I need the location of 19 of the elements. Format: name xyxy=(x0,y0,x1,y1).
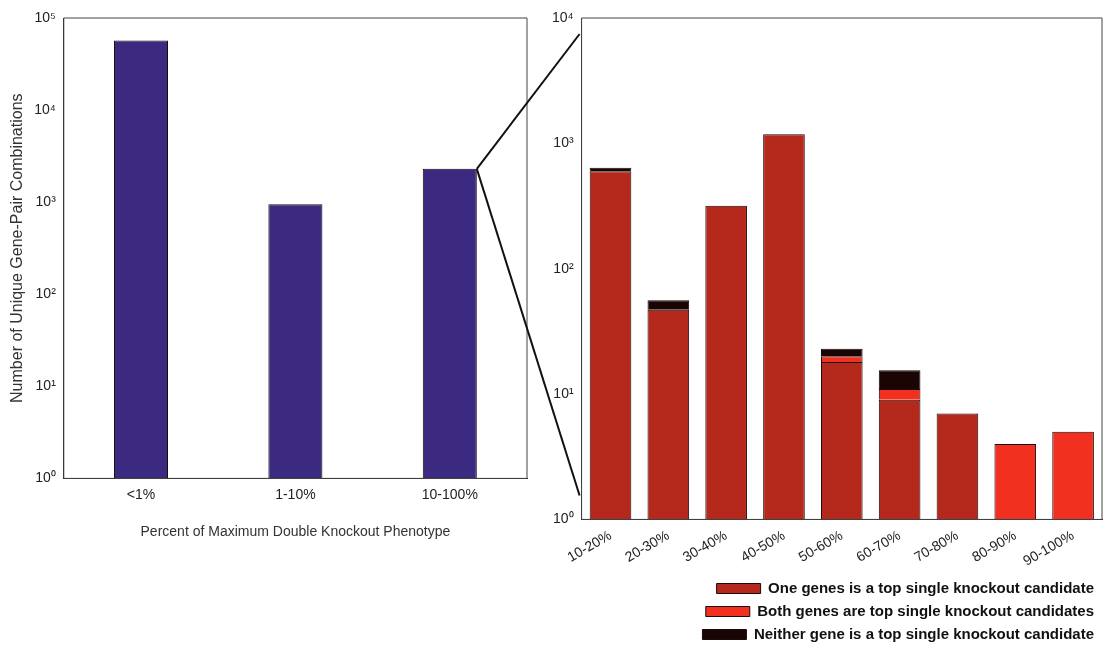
y-tick-label: 10³ xyxy=(35,193,57,210)
y-tick-label: 10² xyxy=(553,259,574,276)
legend-label: One genes is a top single knockout candidate xyxy=(768,578,1094,596)
y-tick-label: 10⁰ xyxy=(553,510,574,527)
legend-label: Both genes are top single knockout candidates xyxy=(757,601,1094,619)
legend-label: Neither gene is a top single knockout candidate xyxy=(753,624,1095,642)
x-tick-label: 1-10% xyxy=(275,485,316,502)
y-tick-label: 10³ xyxy=(553,134,574,151)
y-tick-label: 10² xyxy=(35,285,57,302)
y-tick-label: 10¹ xyxy=(35,377,57,394)
y-tick-label: 10⁵ xyxy=(34,8,56,25)
x-tick-label: 10-100% xyxy=(421,485,478,502)
y-tick-label: 10¹ xyxy=(553,384,574,401)
y-axis-title: Number of Unique Gene-Pair Combinations xyxy=(8,93,26,403)
y-tick-label: 10⁴ xyxy=(551,8,574,25)
x-axis-title: Percent of Maximum Double Knockout Phenotype xyxy=(140,523,451,540)
y-tick-label: 10⁴ xyxy=(34,100,56,117)
x-tick-label: <1% xyxy=(126,485,156,502)
y-tick-label: 10⁰ xyxy=(35,469,56,486)
